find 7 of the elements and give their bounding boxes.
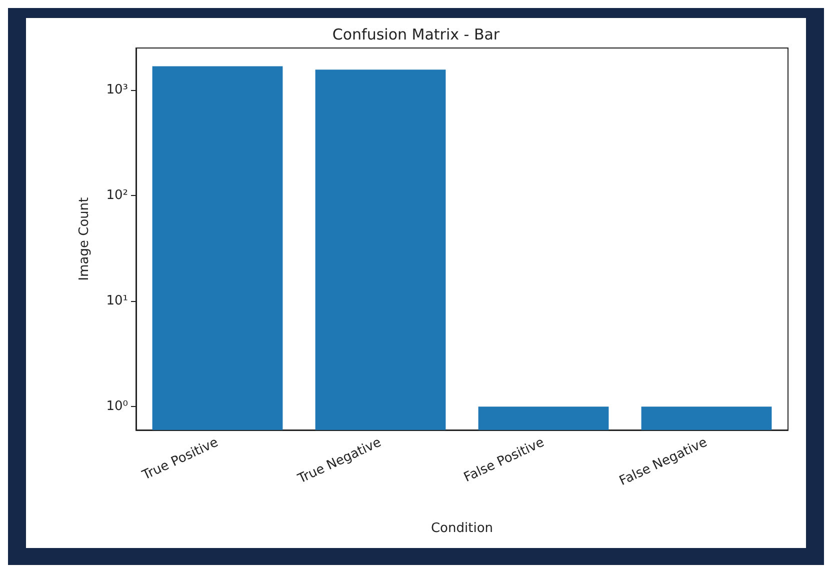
x-axis-title: Condition <box>430 521 494 536</box>
y-tick-label: 10³ <box>106 82 128 98</box>
y-tick-label: 10⁰ <box>106 399 128 414</box>
chart-title: Confusion Matrix - Bar <box>332 26 500 44</box>
y-tick-label: 10¹ <box>106 294 128 309</box>
y-tick-label: 10² <box>106 188 128 204</box>
y-axis-title: Image Count <box>77 197 92 281</box>
